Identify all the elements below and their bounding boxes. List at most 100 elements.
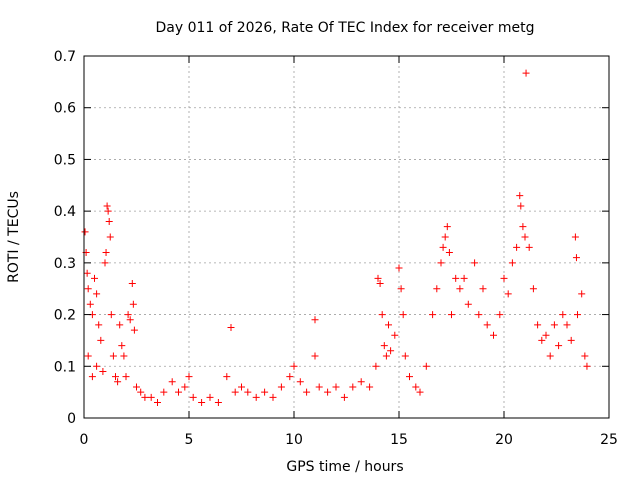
y-tick-label: 0.3 — [54, 256, 76, 272]
data-point — [315, 383, 323, 391]
y-axis-label: ROTI / TECUs — [6, 191, 22, 283]
data-point — [529, 285, 537, 293]
data-point — [559, 311, 567, 319]
data-point — [574, 311, 581, 319]
data-point — [198, 398, 206, 406]
data-point — [401, 352, 409, 360]
data-point — [387, 347, 395, 355]
data-point — [382, 352, 390, 360]
data-point — [231, 388, 239, 396]
data-point — [107, 311, 115, 319]
data-point — [244, 388, 252, 396]
data-point — [112, 373, 119, 381]
grid-lines — [84, 56, 609, 418]
data-point — [555, 342, 563, 350]
data-point — [261, 388, 269, 396]
data-point — [290, 362, 298, 370]
data-point — [460, 274, 468, 282]
data-point — [538, 336, 546, 344]
data-point — [399, 311, 407, 319]
data-point — [206, 393, 214, 401]
data-point — [583, 362, 591, 370]
data-point — [397, 285, 405, 293]
data-point — [483, 321, 491, 329]
data-point — [391, 331, 399, 339]
data-point — [500, 274, 508, 282]
data-point — [311, 352, 319, 360]
data-point — [81, 228, 89, 236]
data-point — [116, 321, 124, 329]
data-point — [91, 274, 98, 282]
data-point — [366, 383, 374, 391]
data-point — [238, 383, 245, 391]
data-point — [385, 321, 392, 329]
data-point — [349, 383, 357, 391]
data-point — [84, 352, 92, 360]
data-point — [578, 290, 586, 298]
x-tick-label: 15 — [390, 432, 408, 448]
data-point — [519, 223, 527, 231]
data-point — [464, 300, 472, 308]
data-point — [227, 324, 235, 331]
data-point — [479, 285, 487, 293]
data-point — [129, 300, 137, 308]
data-point — [445, 249, 453, 257]
data-point — [83, 269, 91, 277]
data-point — [380, 342, 388, 350]
y-tick-label: 0.4 — [54, 204, 76, 220]
data-point — [490, 331, 497, 339]
data-point — [168, 378, 176, 386]
plot-frame — [83, 55, 610, 419]
data-point — [452, 274, 460, 282]
data-point — [303, 388, 311, 396]
data-point — [118, 342, 126, 350]
data-point — [88, 373, 96, 381]
data-point — [534, 321, 542, 329]
data-point — [97, 336, 105, 344]
data-point — [471, 259, 479, 267]
data-point — [437, 259, 445, 267]
data-point — [439, 243, 447, 251]
data-point — [448, 311, 455, 319]
data-point — [93, 290, 101, 298]
data-point — [269, 393, 277, 401]
data-point — [357, 378, 365, 386]
data-point — [311, 316, 319, 324]
data-point — [517, 202, 525, 210]
data-point — [252, 393, 260, 401]
x-tick-label: 0 — [80, 432, 89, 448]
data-point — [277, 383, 285, 391]
data-point — [572, 254, 580, 262]
data-point — [114, 378, 122, 386]
data-point — [126, 316, 134, 324]
data-point — [120, 352, 128, 360]
data-point — [223, 373, 231, 381]
data-point — [372, 362, 380, 370]
axis-ticks: 0 0.1 0.2 0.3 0.4 0.5 0.6 0.7 0 5 10 15 20 25 — [54, 49, 618, 448]
x-tick-label: 10 — [285, 432, 303, 448]
data-point — [525, 243, 533, 251]
data-point — [124, 311, 132, 319]
x-tick-label: 25 — [600, 432, 618, 448]
data-point — [571, 233, 579, 241]
y-tick-label: 0.6 — [54, 101, 76, 117]
data-point — [416, 388, 424, 396]
data-point — [340, 393, 348, 401]
x-tick-label: 20 — [495, 432, 513, 448]
data-point — [508, 259, 516, 267]
data-point — [433, 285, 441, 293]
data-point — [141, 393, 149, 401]
data-point — [546, 352, 554, 360]
data-point — [296, 378, 304, 386]
data-point — [521, 233, 529, 241]
data-point — [522, 69, 530, 77]
data-point — [185, 373, 193, 381]
data-point — [406, 373, 413, 381]
data-point — [101, 259, 109, 267]
data-point — [374, 274, 382, 282]
data-point — [109, 352, 117, 360]
data-points — [81, 69, 591, 406]
data-point — [429, 311, 437, 319]
